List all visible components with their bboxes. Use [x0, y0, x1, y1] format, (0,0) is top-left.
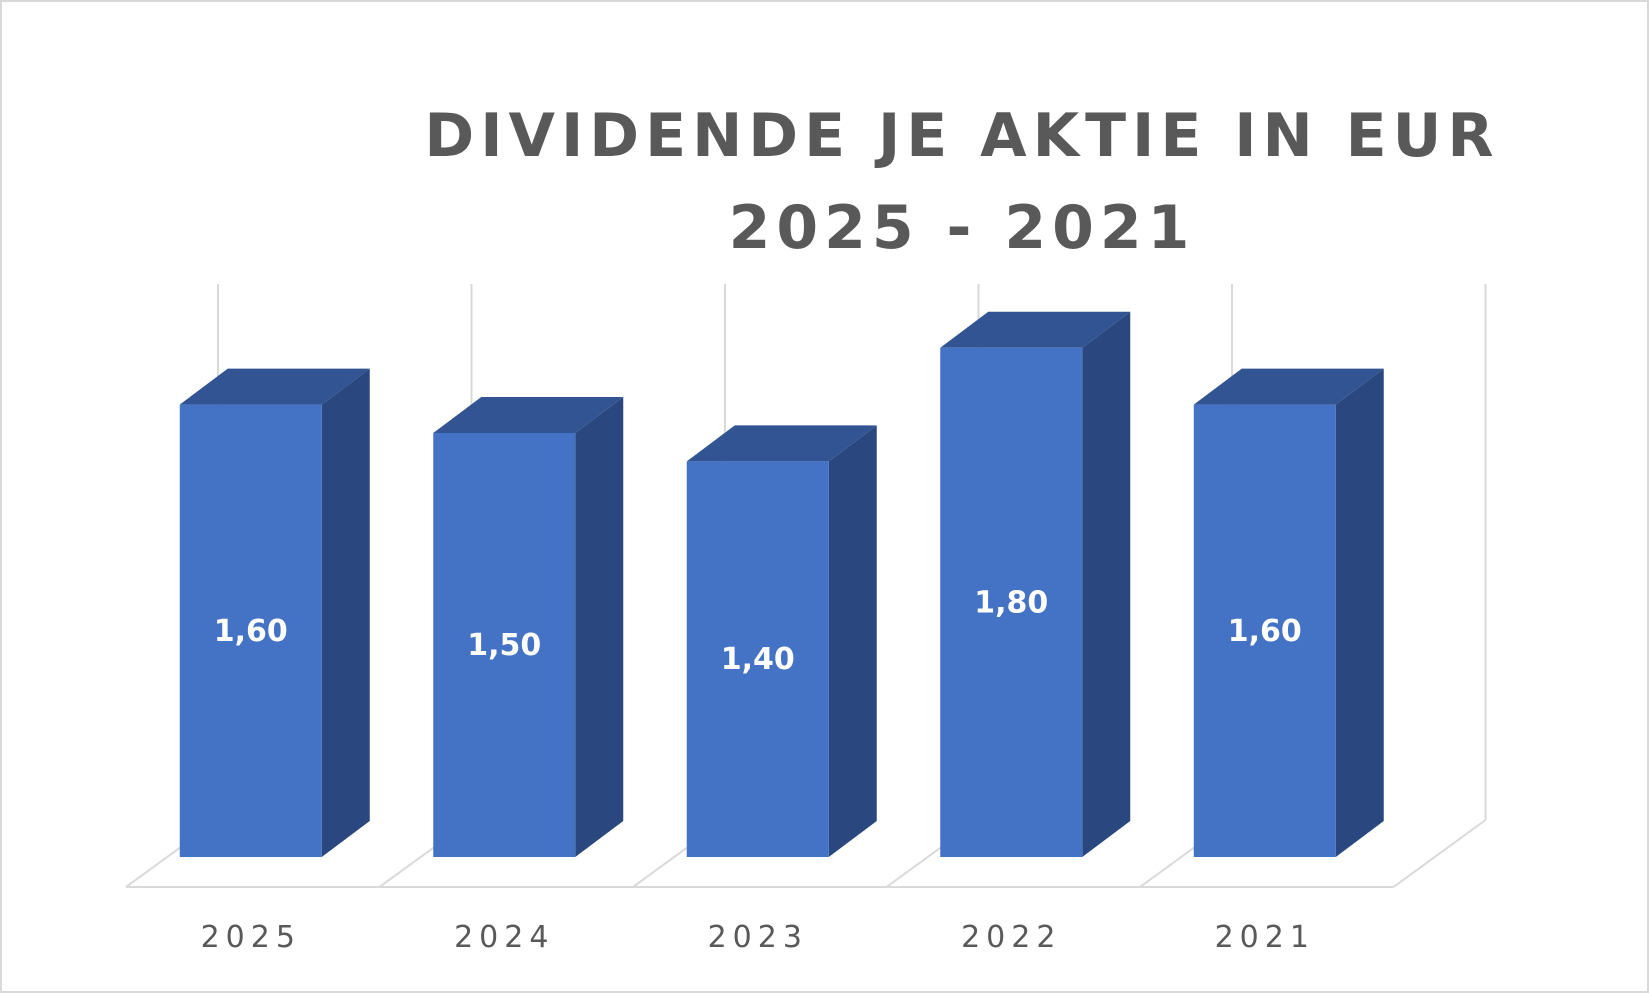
bars: 1,60 1,50 1,40 1,80 1,60	[179, 311, 1384, 857]
bar-2024: 1,50	[433, 397, 624, 857]
bar-2021: 1,60	[1193, 368, 1384, 857]
bar-2023: 1,40	[686, 425, 877, 857]
x-axis-tick-labels: 2025 2024 2023 2022 2021	[201, 920, 1315, 955]
data-label: 1,80	[974, 585, 1048, 620]
bar-top	[940, 311, 1131, 348]
bar-side	[321, 368, 370, 857]
bar-front	[940, 347, 1083, 857]
chart-title: DIVIDENDE JE AKTIE IN EUR 2025 - 2021	[424, 101, 1500, 263]
tick-label: 2023	[708, 920, 808, 955]
bar-front	[179, 404, 322, 857]
tick-label: 2025	[201, 920, 301, 955]
bar-top	[179, 368, 370, 405]
tick-label: 2022	[961, 920, 1061, 955]
floor-gridline	[1392, 819, 1487, 888]
tick-label: 2024	[454, 920, 554, 955]
data-label: 1,40	[721, 642, 795, 677]
bar-top	[433, 397, 624, 433]
bar-2022: 1,80	[940, 311, 1131, 857]
data-label: 1,60	[214, 614, 288, 649]
bar-side	[575, 397, 624, 857]
data-label: 1,60	[1228, 614, 1302, 649]
bar-front	[686, 461, 829, 857]
data-label: 1,50	[467, 628, 541, 663]
bar-top	[686, 425, 877, 462]
tick-label: 2021	[1215, 920, 1315, 955]
bar-side	[828, 425, 877, 857]
bar-2025: 1,60	[179, 368, 370, 857]
bar-side	[1082, 311, 1131, 857]
bar-side	[1335, 368, 1384, 857]
bar-front	[1193, 404, 1336, 857]
bar-front	[433, 433, 576, 857]
bar-top	[1193, 368, 1384, 405]
